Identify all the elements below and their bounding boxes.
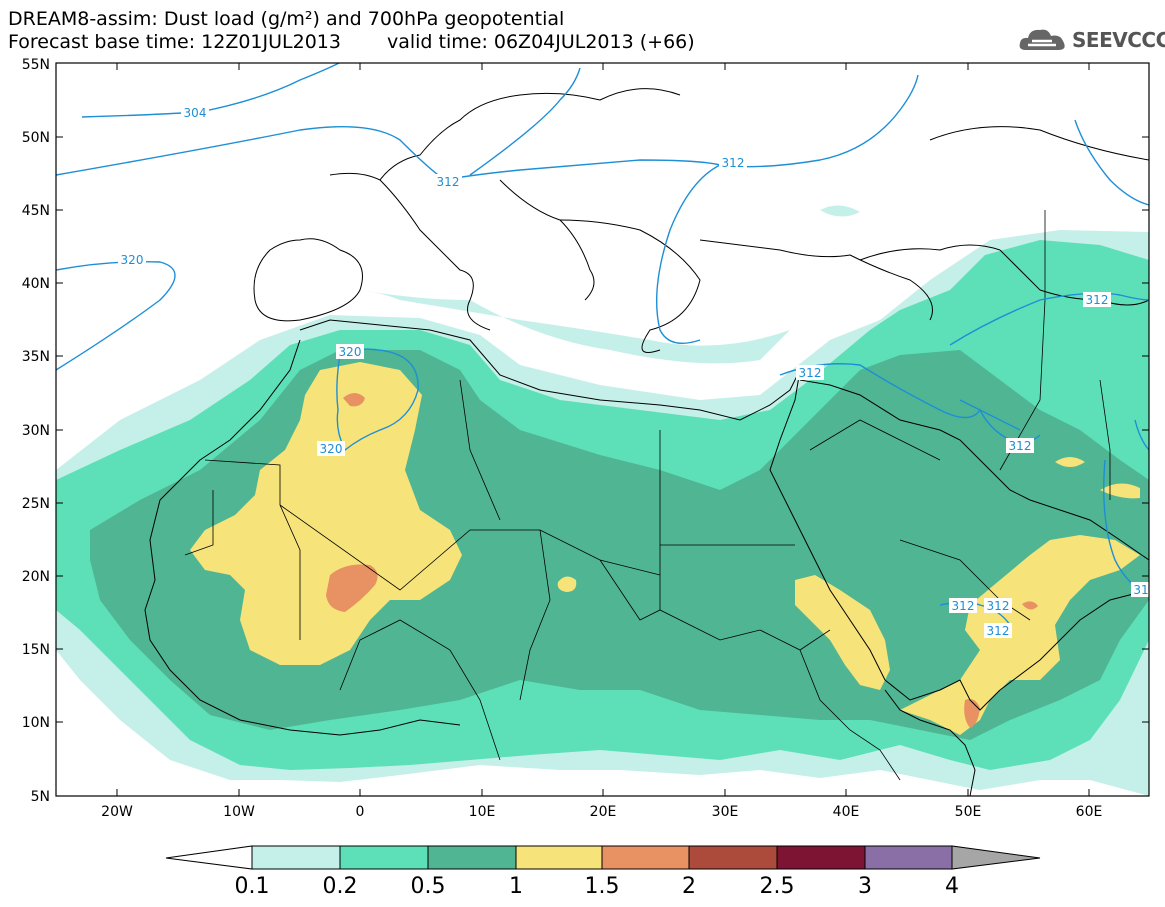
lat-label: 55N (22, 57, 50, 73)
dust-band-1-small (557, 576, 577, 592)
longitude-axis: 20W 10W 0 10E 20E 30E 40E 50E 60E (101, 63, 1102, 820)
dust-band-1.5-b (326, 564, 378, 612)
lat-label: 45N (22, 203, 50, 219)
contour-label: 312 (437, 175, 460, 189)
contour-label: 312 (1086, 293, 1109, 307)
colorbar-label: 2 (682, 874, 696, 899)
colorbar-label: 2.5 (760, 874, 795, 899)
contour-312-north (56, 74, 919, 181)
lat-label: 50N (22, 130, 50, 146)
map-title: DREAM8-assim: Dust load (g/m²) and 700hP… (8, 8, 565, 30)
contour-320-atlas (336, 348, 419, 452)
colorbar-swatch (515, 845, 603, 870)
colorbar-swatch (776, 845, 866, 870)
country-borders (184, 210, 1111, 781)
colorbar (165, 845, 1041, 870)
contour-312-caspian (1074, 119, 1149, 206)
dust-band-1.5-a (343, 393, 365, 407)
colorbar-swatch (427, 845, 517, 870)
colorbar-label: 3 (858, 874, 872, 899)
colorbar-swatch (251, 845, 341, 870)
contour-304 (81, 63, 341, 118)
lon-label: 20W (101, 804, 133, 820)
lon-label: 10W (223, 804, 255, 820)
contour-320-atlantic (56, 260, 176, 371)
lat-label: 5N (31, 789, 50, 805)
dust-band-1-arabia (900, 535, 1140, 735)
lat-label: 35N (22, 349, 50, 365)
colorbar-label: 1 (509, 874, 523, 899)
dust-band-1.5-d (1022, 601, 1038, 610)
contour-label: 312 (952, 599, 975, 613)
contour-312-se (1103, 419, 1149, 591)
lat-label: 15N (22, 642, 50, 658)
contour-label: 312 (799, 366, 822, 380)
contour-label: 31 (1133, 583, 1148, 597)
colorbar-swatch (339, 845, 429, 870)
dust-band-1-gulf (1055, 457, 1140, 499)
lon-label: 10E (469, 804, 496, 820)
colorbar-label: 1.5 (585, 874, 620, 899)
colorbar-labels: 0.1 0.2 0.5 1 1.5 2 2.5 3 4 (235, 874, 960, 899)
colorbar-label: 0.5 (411, 874, 446, 899)
colorbar-high-arrow (951, 845, 1041, 870)
lon-label: 20E (590, 804, 617, 820)
map-subtitle: Forecast base time: 12Z01JUL2013 valid ti… (8, 31, 695, 53)
contour-label: 312 (987, 624, 1010, 638)
dust-band-0.1-north (820, 205, 860, 217)
contour-label: 320 (121, 253, 144, 267)
forecast-base-time: Forecast base time: 12Z01JUL2013 (8, 31, 341, 53)
colorbar-swatch (601, 845, 690, 870)
contour-label: 320 (339, 345, 362, 359)
colorbar-swatch (864, 845, 953, 870)
contour-label: 312 (1009, 439, 1032, 453)
contour-labels: 304 312 312 320 320 320 (118, 105, 1149, 638)
lat-label: 30N (22, 423, 50, 439)
dust-band-1-redsea (795, 575, 890, 690)
lon-label: 40E (833, 804, 860, 820)
contour-label: 320 (320, 442, 343, 456)
lat-label: 10N (22, 715, 50, 731)
colorbar-label: 0.2 (323, 874, 358, 899)
lon-label: 0 (356, 804, 365, 820)
valid-time: valid time: 06Z04JUL2013 (+66) (386, 31, 695, 53)
lat-label: 25N (22, 496, 50, 512)
contour-312-iberia (469, 67, 581, 176)
colorbar-swatch (688, 845, 778, 870)
contour-312-east (655, 164, 721, 344)
contour-label: 312 (987, 599, 1010, 613)
lat-label: 40N (22, 276, 50, 292)
colorbar-low-arrow (165, 845, 253, 870)
cloud-icon (1019, 29, 1065, 50)
lon-label: 30E (712, 804, 739, 820)
lon-label: 50E (955, 804, 982, 820)
contour-label: 312 (722, 156, 745, 170)
colorbar-label: 4 (945, 874, 959, 899)
latitude-axis: 55N 50N 45N 40N 35N 30N 25N 20N 15N 10N … (22, 57, 1149, 805)
logo-text: SEEVCCC (1072, 28, 1165, 52)
lat-label: 20N (22, 569, 50, 585)
coastlines (144, 88, 1149, 796)
map-area: 304 312 312 320 320 320 (56, 63, 1149, 796)
contour-label: 304 (184, 106, 207, 120)
colorbar-label: 0.1 (235, 874, 270, 899)
seevccc-logo: SEEVCCC (1018, 26, 1165, 54)
dust-band-1-sahara (190, 362, 462, 665)
contour-312-iran (949, 292, 1149, 431)
lon-label: 60E (1076, 804, 1103, 820)
